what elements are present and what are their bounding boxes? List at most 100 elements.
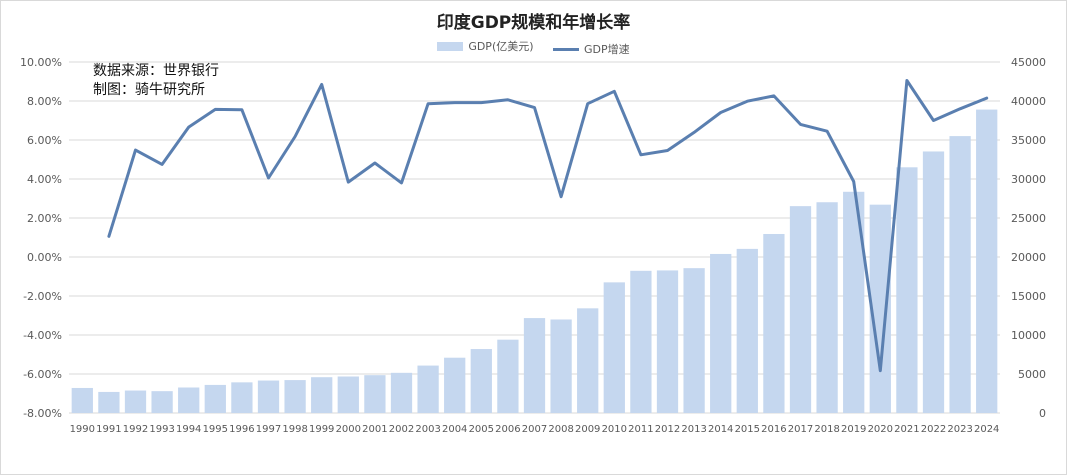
- x-tick-label: 2001: [362, 424, 387, 435]
- x-tick-label: 2002: [389, 424, 414, 435]
- y-right-tick-label: 0: [1039, 407, 1046, 420]
- x-tick-label: 2017: [788, 424, 813, 435]
- y-right-tick-label: 45000: [1011, 56, 1046, 69]
- x-tick-label: 1999: [309, 424, 334, 435]
- gdp-bar: [98, 391, 120, 413]
- x-tick-label: 2021: [894, 424, 919, 435]
- gdp-bar: [550, 319, 572, 413]
- x-tick-label: 2022: [921, 424, 946, 435]
- y-left-tick-label: 2.00%: [27, 212, 62, 225]
- y-right-tick-label: 10000: [1011, 329, 1046, 342]
- x-tick-label: 2010: [602, 424, 627, 435]
- x-tick-label: 2000: [336, 424, 361, 435]
- x-tick-label: 2012: [655, 424, 680, 435]
- y-left-tick-label: -4.00%: [23, 329, 62, 342]
- gdp-bar: [204, 384, 226, 413]
- x-tick-label: 2014: [708, 424, 733, 435]
- source-note: 数据来源：世界银行 制图：骑牛研究所: [93, 62, 219, 100]
- gdp-bar: [71, 387, 93, 413]
- x-tick-label: 1996: [229, 424, 254, 435]
- gdp-bar: [497, 339, 519, 413]
- x-tick-label: 2024: [974, 424, 999, 435]
- x-tick-label: 2019: [841, 424, 866, 435]
- gdp-bar: [470, 349, 492, 413]
- legend-swatch-line: [553, 47, 580, 51]
- x-tick-label: 2016: [761, 424, 786, 435]
- y-right-tick-label: 40000: [1011, 95, 1046, 108]
- legend-label-gdp: GDP(亿美元): [468, 40, 534, 53]
- gdp-bar: [763, 233, 785, 413]
- y-right-tick-label: 30000: [1011, 173, 1046, 186]
- legend-item-gdp: GDP(亿美元): [437, 38, 534, 54]
- x-tick-label: 2020: [868, 424, 893, 435]
- x-tick-label: 2004: [442, 424, 467, 435]
- x-tick-label: 1990: [70, 424, 95, 435]
- y-left-tick-label: 10.00%: [20, 56, 62, 69]
- gdp-bar: [390, 372, 413, 413]
- y-left-tick-label: -8.00%: [23, 407, 62, 420]
- gdp-bar: [151, 391, 173, 413]
- x-tick-label: 2013: [681, 424, 706, 435]
- gdp-bar: [231, 382, 253, 413]
- gdp-bar: [869, 204, 891, 413]
- x-tick-label: 1995: [203, 424, 228, 435]
- x-tick-label: 2005: [469, 424, 494, 435]
- gdp-bar: [124, 390, 147, 413]
- growth-line: [107, 79, 989, 373]
- y-left-tick-label: 6.00%: [27, 134, 62, 147]
- gdp-bar: [364, 375, 386, 413]
- y-right-tick-label: 25000: [1011, 212, 1046, 225]
- gdp-bar: [656, 270, 679, 413]
- y-left-tick-label: -6.00%: [23, 368, 62, 381]
- y-left-tick-label: 0.00%: [27, 251, 62, 264]
- x-tick-label: 1991: [96, 424, 121, 435]
- x-tick-label: 2009: [575, 424, 600, 435]
- gdp-bar: [603, 282, 625, 413]
- y-right-tick-label: 15000: [1011, 290, 1046, 303]
- x-tick-label: 2015: [735, 424, 760, 435]
- legend-swatch-bar: [437, 41, 464, 51]
- gdp-bar: [577, 308, 599, 413]
- gdp-bar: [178, 387, 200, 413]
- y-left-tick-label: -2.00%: [23, 290, 62, 303]
- gdp-bar: [710, 253, 732, 413]
- x-tick-label: 2003: [415, 424, 440, 435]
- legend-label-growth: GDP增速: [584, 43, 630, 56]
- y-right-tick-label: 5000: [1018, 368, 1046, 381]
- gdp-bar: [444, 357, 466, 413]
- x-tick-label: 1992: [123, 424, 148, 435]
- source-line-author: 制图：骑牛研究所: [93, 82, 205, 98]
- gdp-bar: [976, 109, 998, 413]
- gdp-bar: [789, 206, 812, 413]
- source-line-data: 数据来源：世界银行: [93, 63, 219, 79]
- x-tick-label: 2018: [814, 424, 839, 435]
- x-tick-label: 2011: [628, 424, 653, 435]
- x-tick-label: 1994: [176, 424, 201, 435]
- gdp-bar: [417, 365, 439, 413]
- x-tick-label: 2008: [548, 424, 573, 435]
- y-left-tick-label: 4.00%: [27, 173, 62, 186]
- gdp-bar: [736, 248, 758, 413]
- gdp-bar: [311, 377, 333, 413]
- gdp-bar: [683, 268, 705, 413]
- gdp-bar: [843, 191, 865, 413]
- gdp-bar: [257, 380, 280, 413]
- gdp-bar: [816, 202, 838, 413]
- gdp-bar: [337, 376, 359, 413]
- x-tick-label: 1997: [256, 424, 281, 435]
- gdp-bar: [896, 167, 918, 413]
- legend-item-growth: GDP增速: [553, 41, 630, 57]
- x-tick-label: 1998: [282, 424, 307, 435]
- gdp-bar: [523, 318, 546, 413]
- gdp-bar: [949, 136, 971, 413]
- y-right-tick-label: 20000: [1011, 251, 1046, 264]
- gdp-bar: [284, 380, 306, 413]
- y-left-tick-label: 8.00%: [27, 95, 62, 108]
- gdp-bar: [630, 270, 652, 413]
- legend: GDP(亿美元) GDP增速: [0, 38, 1067, 57]
- y-right-tick-label: 35000: [1011, 134, 1046, 147]
- x-tick-label: 2023: [947, 424, 972, 435]
- x-tick-label: 1993: [149, 424, 174, 435]
- gdp-bar: [922, 151, 945, 413]
